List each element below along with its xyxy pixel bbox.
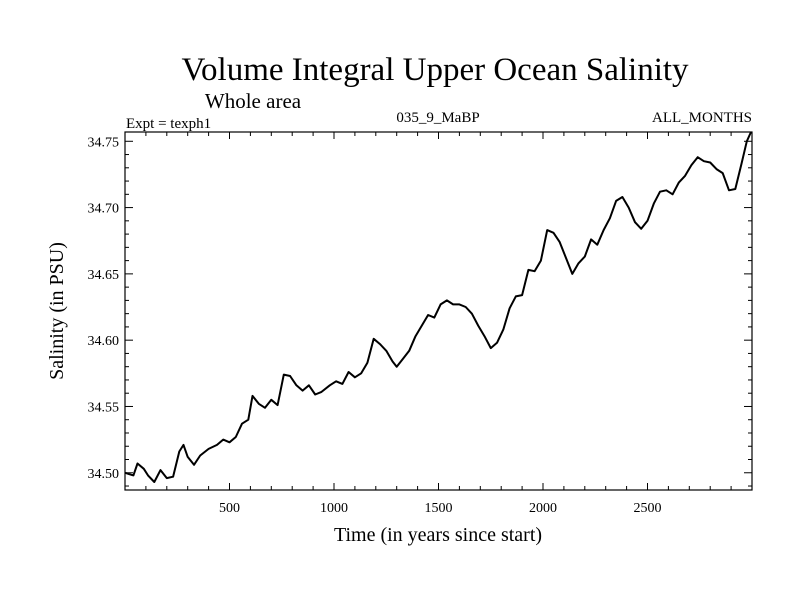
- y-tick-label: 34.70: [88, 202, 120, 217]
- case-annotation: 035_9_MaBP: [396, 110, 479, 126]
- experiment-annotation: Expt = texph1: [126, 116, 211, 132]
- x-tick-label: 2000: [529, 501, 557, 516]
- x-tick-label: 1000: [320, 501, 348, 516]
- series-line: [124, 131, 752, 483]
- months-annotation: ALL_MONTHS: [652, 110, 752, 126]
- x-tick-label: 500: [219, 501, 240, 516]
- y-tick-label: 34.65: [88, 268, 120, 283]
- x-axis-ticks: 500 1000 1500 2000 2500: [145, 132, 732, 516]
- x-tick-label: 2500: [634, 501, 662, 516]
- y-tick-label: 34.60: [88, 334, 120, 349]
- chart-subtitle: Whole area: [205, 89, 302, 113]
- y-axis-ticks: 34.50 34.55 34.60 34.65 34.70 34.75: [88, 135, 752, 487]
- x-axis-label: Time (in years since start): [334, 524, 542, 546]
- x-tick-label: 1500: [425, 501, 453, 516]
- y-axis-label: Salinity (in PSU): [46, 242, 68, 380]
- y-tick-label: 34.75: [88, 135, 120, 150]
- chart-title: Volume Integral Upper Ocean Salinity: [181, 52, 689, 88]
- y-tick-label: 34.55: [88, 400, 120, 415]
- y-tick-label: 34.50: [88, 467, 120, 482]
